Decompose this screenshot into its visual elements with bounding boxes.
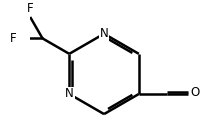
Text: N: N (100, 27, 108, 40)
Text: N: N (65, 88, 74, 100)
Text: F: F (10, 32, 16, 45)
Text: O: O (190, 86, 200, 99)
Text: F: F (27, 2, 34, 15)
